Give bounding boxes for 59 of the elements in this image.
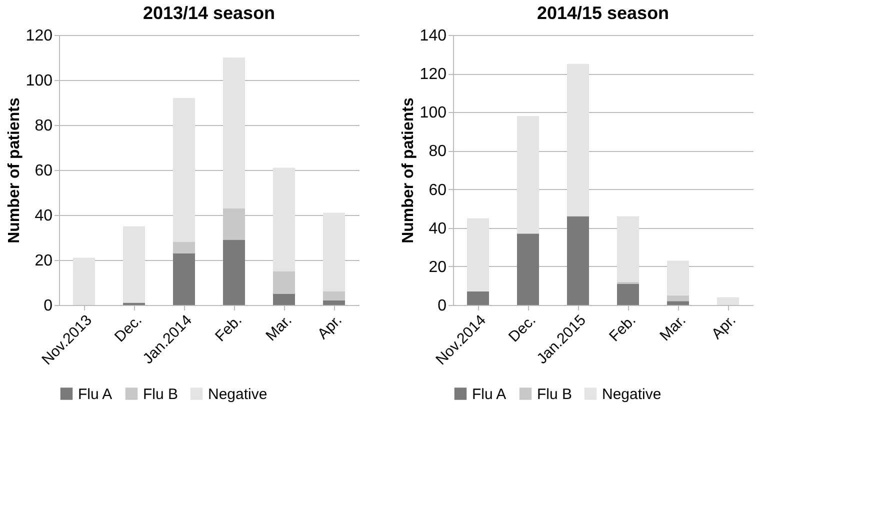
bar <box>667 260 689 296</box>
bar <box>173 98 195 242</box>
y-tick-label: 0 <box>438 298 447 314</box>
x-tick-label: Mar. <box>262 312 296 344</box>
bar <box>517 116 539 234</box>
bar <box>323 300 345 305</box>
legend-label: Flu B <box>143 386 178 403</box>
y-tick-label: 80 <box>428 143 447 160</box>
y-tick-label: 20 <box>34 252 53 270</box>
bar <box>667 301 689 305</box>
bar <box>273 294 295 305</box>
bar <box>123 226 145 303</box>
y-tick-label: 0 <box>44 298 53 314</box>
bar <box>467 292 489 305</box>
y-tick-label: 100 <box>420 104 447 122</box>
y-tick-label: 120 <box>420 66 447 84</box>
bar <box>467 218 489 292</box>
y-tick-label: 80 <box>34 118 53 134</box>
bar <box>273 271 295 294</box>
y-tick-label: 60 <box>34 162 53 180</box>
bar <box>667 295 689 302</box>
y-tick-label: 140 <box>420 28 447 44</box>
y-tick-label: 60 <box>428 182 447 199</box>
bar <box>223 58 245 208</box>
bar <box>173 253 195 305</box>
bar <box>617 284 639 305</box>
bar <box>273 168 295 272</box>
y-tick-label: 100 <box>26 72 53 90</box>
x-tick-label: Feb. <box>212 312 246 346</box>
y-axis-title: Number of patients <box>6 98 23 244</box>
bar <box>173 242 195 254</box>
x-tick-label: Apr. <box>314 312 346 343</box>
bar <box>717 297 739 305</box>
bar <box>323 292 345 300</box>
bar <box>73 258 95 305</box>
legend-label: Negative <box>602 386 662 403</box>
bar <box>617 216 639 282</box>
y-axis-title: Number of patients <box>400 98 417 244</box>
y-tick-label: 40 <box>428 220 447 238</box>
chart-title: 2014/15 season <box>536 3 670 23</box>
x-tick-label: Feb. <box>606 312 640 346</box>
x-tick-label: Mar. <box>656 312 690 344</box>
bar <box>323 212 345 292</box>
legend-label: Flu B <box>537 386 572 403</box>
y-tick-label: 40 <box>34 208 53 224</box>
bar <box>517 234 539 305</box>
x-tick-label: Apr. <box>708 312 740 343</box>
bar <box>567 216 589 305</box>
y-tick-label: 20 <box>428 258 447 276</box>
bar <box>223 240 245 305</box>
chart-title: 2013/14 season <box>142 3 276 23</box>
legend-label: Flu A <box>472 386 506 403</box>
x-tick-label: Dec. <box>505 312 540 346</box>
legend-label: Flu A <box>78 386 112 403</box>
x-tick-label: Dec. <box>111 312 146 346</box>
bar <box>567 64 589 216</box>
legend-label: Negative <box>208 386 268 403</box>
bar <box>223 208 245 240</box>
y-tick-label: 120 <box>26 28 53 44</box>
